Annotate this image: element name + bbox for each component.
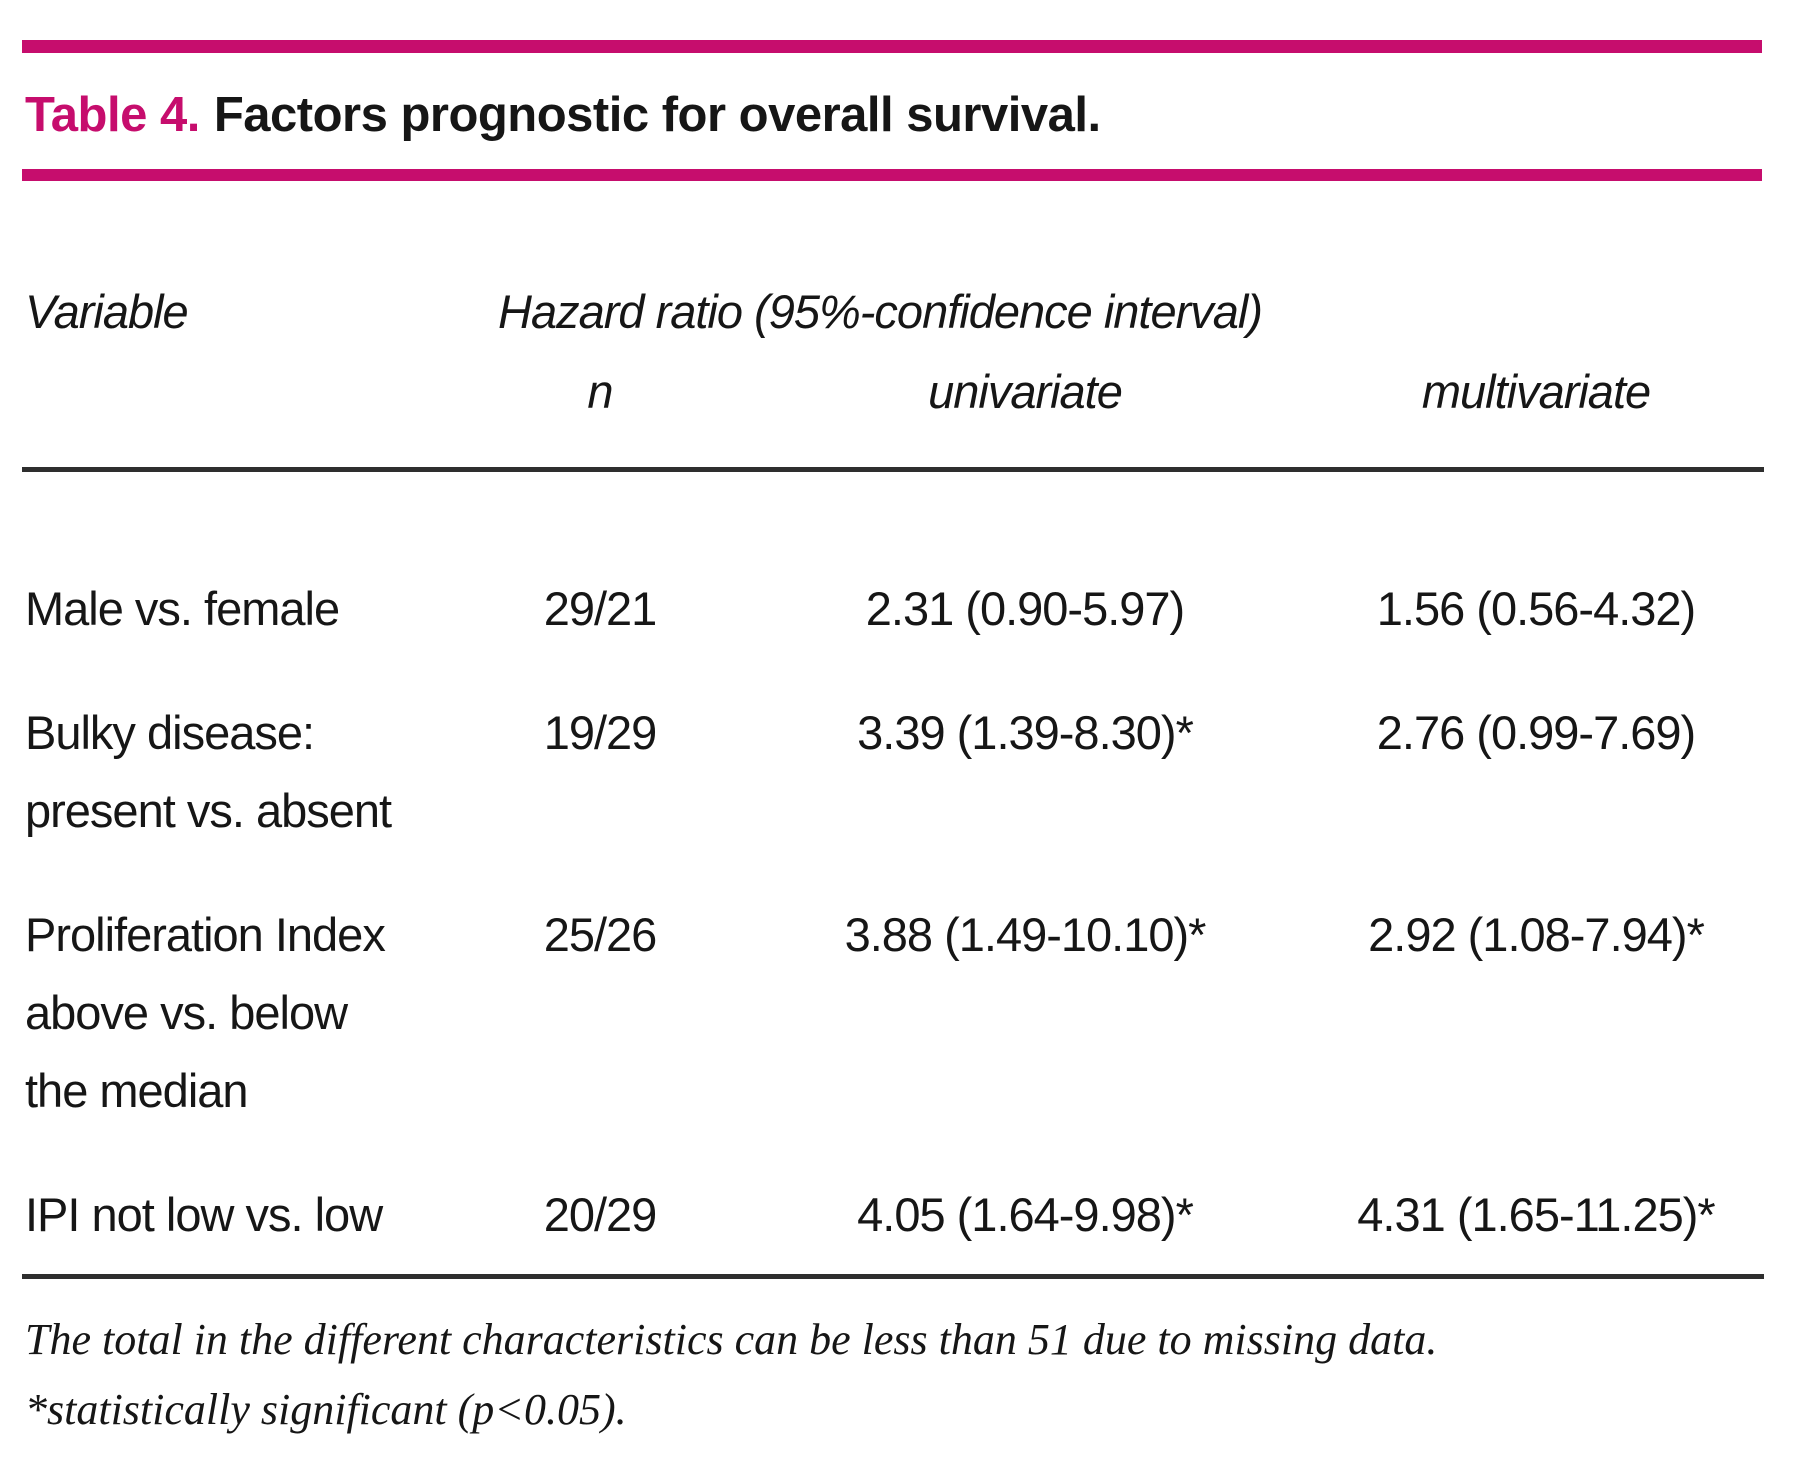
footer-divider-rule [22,1274,1764,1279]
table-header: Variable Hazard ratio (95%-confidence in… [25,283,1767,341]
variable-cell: Bulky disease: present vs. absent [25,706,392,837]
multivariate-cell: 2.92 (1.08-7.94)* [1368,908,1705,961]
column-header-multivariate: multivariate [1421,365,1651,418]
univariate-cell: 3.39 (1.39-8.30)* [857,706,1194,759]
variable-cell: Proliferation Index above vs. below the me… [25,908,386,1117]
n-cell: 25/26 [543,908,658,961]
footnote-line-1: The total in the different characteristi… [25,1315,1438,1364]
multivariate-cell: 2.76 (0.99-7.69) [1376,706,1696,759]
column-group-header-hazard-ratio: Hazard ratio (95%-confidence interval) [498,285,1263,338]
n-cell: 29/21 [543,582,658,635]
n-cell: 19/29 [543,706,658,759]
multivariate-cell: 1.56 (0.56-4.32) [1376,582,1696,635]
table-row: Proliferation Index above vs. below the me… [25,896,1767,1130]
table-title: Table 4. Factors prognostic for overall s… [25,85,1800,145]
table-number: Table 4. [25,88,200,142]
column-header-variable: Variable [25,285,189,338]
table-row: Bulky disease: present vs. absent 19/29 3.3… [25,694,1767,850]
variable-cell: IPI not low vs. low [25,1188,383,1241]
table-footnote: The total in the different characteristi… [25,1305,1800,1445]
column-header-univariate: univariate [928,365,1123,418]
table-subheader: n univariate multivariate [25,363,1767,421]
variable-cell: Male vs. female [25,582,340,635]
univariate-cell: 3.88 (1.49-10.10)* [844,908,1207,961]
table-row: IPI not low vs. low 20/29 4.05 (1.64-9.98)… [25,1176,1767,1254]
univariate-cell: 4.05 (1.64-9.98)* [857,1188,1194,1241]
column-header-n: n [587,365,613,418]
header-divider-rule [22,467,1764,472]
table-row: Male vs. female 29/21 2.31 (0.90-5.97) 1.56… [25,570,1767,648]
univariate-cell: 2.31 (0.90-5.97) [865,582,1185,635]
n-cell: 20/29 [543,1188,658,1241]
title-accent-rule [22,169,1762,181]
top-accent-rule [22,40,1762,53]
table-caption: Factors prognostic for overall survival. [213,88,1101,142]
table-body: Male vs. female 29/21 2.31 (0.90-5.97) 1.56… [0,570,1800,1254]
multivariate-cell: 4.31 (1.65-11.25)* [1357,1188,1715,1241]
footnote-line-2: *statistically significant (p<0.05). [25,1385,627,1434]
